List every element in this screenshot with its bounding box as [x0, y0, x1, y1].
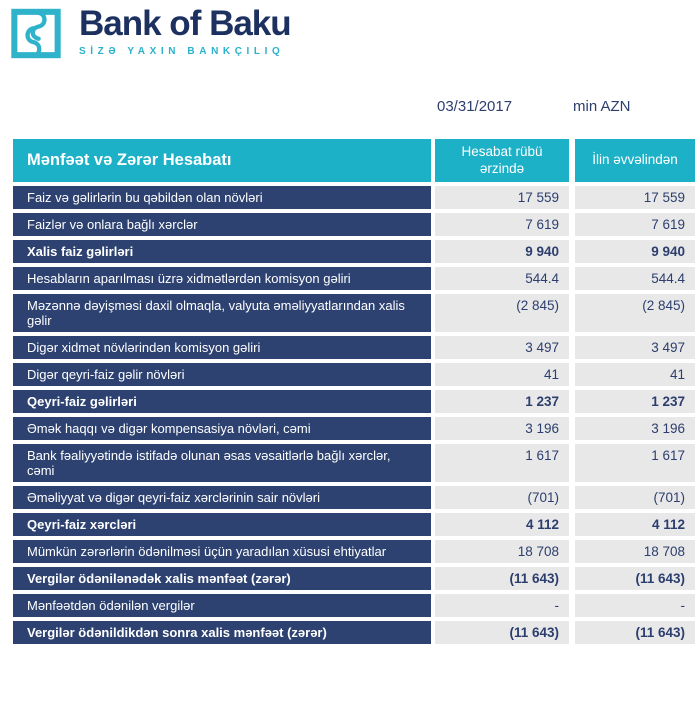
- brand-block: Bank of Baku SİZƏ YAXIN BANKÇILIQ: [79, 4, 292, 57]
- table-row: Qeyri-faiz xərcləri 4 112 4 112: [13, 513, 695, 536]
- value-quarter: 3 196: [435, 417, 569, 440]
- row-label: Digər xidmət növlərindən komisyon gəliri: [13, 336, 431, 359]
- value-quarter: 1 617: [435, 444, 569, 482]
- value-quarter: 7 619: [435, 213, 569, 236]
- col-header-quarter: Hesabat rübü ərzində: [435, 139, 569, 182]
- value-ytd: 17 559: [575, 186, 695, 209]
- row-label: Əmək haqqı və digər kompensasiya növləri…: [13, 417, 431, 440]
- currency-unit: min AZN: [573, 98, 631, 115]
- brand-name: Bank of Baku: [79, 4, 292, 43]
- chain-links-icon: [11, 8, 61, 59]
- bank-logo: [10, 7, 62, 60]
- value-quarter: 544.4: [435, 267, 569, 290]
- table-row: Digər qeyri-faiz gəlir növləri 41 41: [13, 363, 695, 386]
- row-label: Hesabların aparılması üzrə xidmətlərdən …: [13, 267, 431, 290]
- value-ytd: 1 237: [575, 390, 695, 413]
- table-row: Məzənnə dəyişməsi daxil olmaqla, valyuta…: [13, 294, 695, 332]
- table-title: Mənfəət və Zərər Hesabatı: [13, 139, 431, 182]
- value-ytd: 7 619: [575, 213, 695, 236]
- value-quarter: -: [435, 594, 569, 617]
- value-ytd: -: [575, 594, 695, 617]
- row-label: Məzənnə dəyişməsi daxil olmaqla, valyuta…: [13, 294, 431, 332]
- table-row: Vergilər ödənildikdən sonra xalis mənfəə…: [13, 621, 695, 644]
- row-label: Vergilər ödənildikdən sonra xalis mənfəə…: [13, 621, 431, 644]
- value-ytd: 18 708: [575, 540, 695, 563]
- value-ytd: (11 643): [575, 567, 695, 590]
- row-label: Mənfəətdən ödənilən vergilər: [13, 594, 431, 617]
- row-label: Əməliyyat və digər qeyri-faiz xərclərini…: [13, 486, 431, 509]
- value-quarter: 17 559: [435, 186, 569, 209]
- table-row: Mənfəətdən ödənilən vergilər - -: [13, 594, 695, 617]
- value-ytd: (701): [575, 486, 695, 509]
- table-row: Hesabların aparılması üzrə xidmətlərdən …: [13, 267, 695, 290]
- table-rows: Faiz və gəlirlərin bu qəbildən olan növl…: [13, 186, 695, 644]
- value-ytd: (2 845): [575, 294, 695, 332]
- table-row: Faiz və gəlirlərin bu qəbildən olan növl…: [13, 186, 695, 209]
- table-row: Qeyri-faiz gəlirləri 1 237 1 237: [13, 390, 695, 413]
- value-quarter: (701): [435, 486, 569, 509]
- row-label: Faiz və gəlirlərin bu qəbildən olan növl…: [13, 186, 431, 209]
- profit-loss-table: Mənfəət və Zərər Hesabatı Hesabat rübü ə…: [13, 139, 695, 648]
- value-quarter: (11 643): [435, 567, 569, 590]
- value-ytd: 3 497: [575, 336, 695, 359]
- table-row: Faizlər və onlara bağlı xərclər 7 619 7 61…: [13, 213, 695, 236]
- value-ytd: 3 196: [575, 417, 695, 440]
- row-label: Bank fəaliyyətində istifadə olunan əsas …: [13, 444, 431, 482]
- col-header-ytd: İlin əvvəlindən: [575, 139, 695, 182]
- value-ytd: 41: [575, 363, 695, 386]
- table-row: Əməliyyat və digər qeyri-faiz xərclərini…: [13, 486, 695, 509]
- table-row: Vergilər ödənilənədək xalis mənfəət (zər…: [13, 567, 695, 590]
- value-ytd: 9 940: [575, 240, 695, 263]
- value-quarter: 4 112: [435, 513, 569, 536]
- table-row: Digər xidmət növlərindən komisyon gəliri…: [13, 336, 695, 359]
- value-ytd: (11 643): [575, 621, 695, 644]
- table-row: Xalis faiz gəlirləri 9 940 9 940: [13, 240, 695, 263]
- value-ytd: 4 112: [575, 513, 695, 536]
- row-label: Vergilər ödənilənədək xalis mənfəət (zər…: [13, 567, 431, 590]
- row-label: Qeyri-faiz gəlirləri: [13, 390, 431, 413]
- value-quarter: 3 497: [435, 336, 569, 359]
- value-quarter: 9 940: [435, 240, 569, 263]
- table-row: Əmək haqqı və digər kompensasiya növləri…: [13, 417, 695, 440]
- value-quarter: (2 845): [435, 294, 569, 332]
- row-label: Xalis faiz gəlirləri: [13, 240, 431, 263]
- row-label: Mümkün zərərlərin ödənilməsi üçün yaradı…: [13, 540, 431, 563]
- value-ytd: 1 617: [575, 444, 695, 482]
- table-row: Mümkün zərərlərin ödənilməsi üçün yaradı…: [13, 540, 695, 563]
- row-label: Digər qeyri-faiz gəlir növləri: [13, 363, 431, 386]
- row-label: Qeyri-faiz xərcləri: [13, 513, 431, 536]
- value-quarter: (11 643): [435, 621, 569, 644]
- report-date: 03/31/2017: [437, 98, 513, 115]
- table-header: Mənfəət və Zərər Hesabatı Hesabat rübü ə…: [13, 139, 695, 182]
- row-label: Faizlər və onlara bağlı xərclər: [13, 213, 431, 236]
- value-ytd: 544.4: [575, 267, 695, 290]
- value-quarter: 41: [435, 363, 569, 386]
- value-quarter: 1 237: [435, 390, 569, 413]
- value-quarter: 18 708: [435, 540, 569, 563]
- brand-tagline: SİZƏ YAXIN BANKÇILIQ: [79, 46, 285, 57]
- table-row: Bank fəaliyyətində istifadə olunan əsas …: [13, 444, 695, 482]
